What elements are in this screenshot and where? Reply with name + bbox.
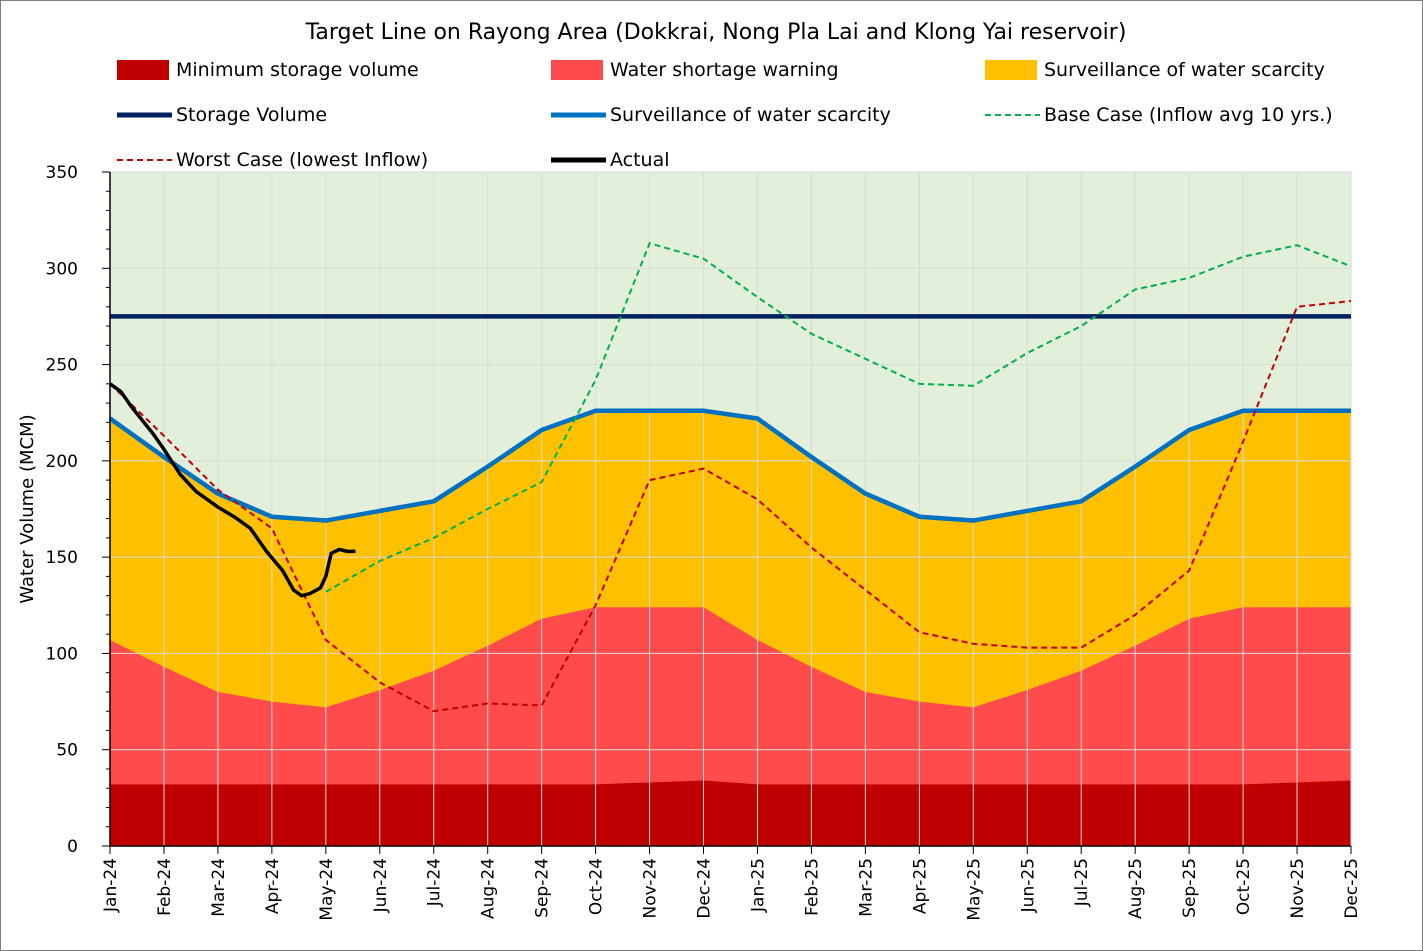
x-tick-label: Jun-25 <box>1018 858 1038 913</box>
x-tick-label: Sep-25 <box>1180 858 1200 918</box>
x-tick-label: Feb-24 <box>155 858 175 916</box>
x-tick-label: Nov-25 <box>1288 858 1308 919</box>
legend-label-storage-volume: Storage Volume <box>176 104 327 126</box>
chart-title: Target Line on Rayong Area (Dokkrai, Non… <box>305 20 1127 45</box>
x-tick-label: Dec-25 <box>1342 858 1362 919</box>
x-tick-label: Oct-24 <box>587 858 607 915</box>
x-tick-label: Jun-24 <box>371 858 391 913</box>
x-tick-label: Oct-25 <box>1234 858 1254 915</box>
legend-label-surveillance-of-water-scarcity: Surveillance of water scarcity <box>610 104 891 126</box>
x-tick-label: Feb-25 <box>802 858 822 916</box>
x-tick-label: Jul-25 <box>1072 858 1092 907</box>
area-series <box>110 410 1351 846</box>
x-tick-label: Jan-25 <box>748 858 768 913</box>
line-worst-case-lowest-inflow- <box>109 300 1352 713</box>
legend-swatch-water-shortage-warning <box>551 60 603 80</box>
y-tick-label: 200 <box>46 452 78 472</box>
line-actual <box>108 382 356 598</box>
y-axis-title: Water Volume (MCM) <box>17 414 38 603</box>
x-tick-label: Apr-25 <box>910 858 930 914</box>
legend-label-worst-case-lowest-inflow-: Worst Case (lowest Inflow) <box>176 149 428 171</box>
x-tick-label: Mar-25 <box>856 858 876 917</box>
y-tick-label: 250 <box>46 356 78 376</box>
legend: Minimum storage volume Water shortage war… <box>117 59 1333 171</box>
y-tick-label: 150 <box>46 548 78 568</box>
grid <box>110 171 1352 846</box>
legend-label-surveillance-of-water-scarcity: Surveillance of water scarcity <box>1044 59 1325 81</box>
x-tick-label: Apr-24 <box>263 858 283 914</box>
legend-swatch-minimum-storage-volume <box>117 60 169 80</box>
x-tick-label: Aug-24 <box>479 858 499 919</box>
x-tick-label: Aug-25 <box>1126 858 1146 919</box>
y-tick-label: 350 <box>46 163 78 183</box>
area-minimum-storage-volume <box>110 780 1351 846</box>
y-tick-label: 50 <box>56 741 78 761</box>
legend-label-base-case-inflow-avg-10-yrs-: Base Case (Inflow avg 10 yrs.) <box>1044 104 1333 126</box>
x-tick-label: Dec-24 <box>695 858 715 919</box>
legend-label-actual: Actual <box>610 149 670 171</box>
legend-swatch-surveillance-of-water-scarcity <box>985 60 1037 80</box>
x-tick-label: Jan-24 <box>101 858 121 913</box>
x-tick-label: Mar-24 <box>209 858 229 917</box>
x-tick-label: Nov-24 <box>641 858 661 919</box>
y-tick-label: 0 <box>67 837 78 857</box>
x-tick-label: May-25 <box>964 858 984 921</box>
x-tick-label: Sep-24 <box>533 858 553 918</box>
axes: 0 50 100 150 200 250 300 350 Jan-24 Feb-24 Mar-24 A… <box>46 163 1362 921</box>
x-tick-label: Jul-24 <box>425 858 445 907</box>
y-tick-label: 300 <box>46 259 78 279</box>
x-tick-label: May-24 <box>317 858 337 921</box>
legend-label-minimum-storage-volume: Minimum storage volume <box>176 59 419 81</box>
line-series <box>108 242 1352 713</box>
line-base-case-inflow-avg-10-yrs- <box>325 242 1352 593</box>
legend-label-water-shortage-warning: Water shortage warning <box>610 59 839 81</box>
y-tick-label: 100 <box>46 644 78 664</box>
line-surveillance-of-water-scarcity <box>108 408 1351 523</box>
